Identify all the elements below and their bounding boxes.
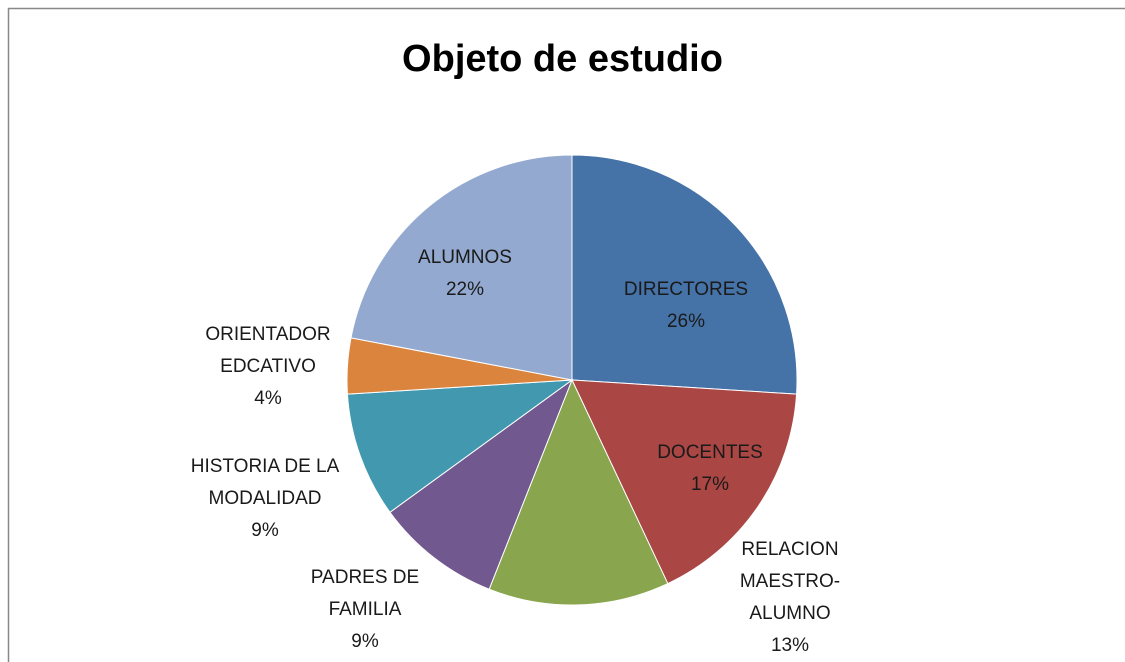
value-label: 13% [770, 635, 810, 656]
pie-slice [350, 154, 573, 381]
value-label: 9% [251, 520, 279, 541]
pie-slice [346, 379, 574, 513]
slice-label: DOCENTES 17% [630, 437, 790, 501]
category-label: ORIENTADOR EDCATIVO [205, 324, 331, 377]
pie-slice [488, 378, 669, 606]
value-label: 22% [445, 279, 485, 300]
slice-label: ALUMNOS 22% [385, 242, 545, 306]
pie-slice [389, 378, 574, 590]
category-label: PADRES DE FAMILIA [310, 567, 420, 620]
slice-label: PADRES DE FAMILIA 9% [290, 562, 440, 658]
value-label: 4% [254, 388, 282, 409]
value-label: 17% [690, 474, 730, 495]
category-label: RELACION MAESTRO-ALUMNO [739, 539, 841, 624]
slice-label: ORIENTADOR EDCATIVO 4% [183, 319, 353, 415]
value-label: 9% [351, 631, 379, 652]
value-label: 26% [666, 311, 706, 332]
pie-slice [571, 379, 798, 585]
slice-label: DIRECTORES 26% [596, 274, 776, 338]
category-label: ALUMNOS [418, 247, 512, 268]
category-label: HISTORIA DE LA MODALIDAD [190, 456, 340, 509]
category-label: DIRECTORES [623, 279, 749, 300]
pie-slice [571, 154, 798, 395]
slice-label: HISTORIA DE LA MODALIDAD 9% [170, 451, 360, 547]
chart-title: Objeto de estudio [402, 38, 723, 80]
category-label: DOCENTES [657, 442, 763, 463]
slice-label: RELACION MAESTRO-ALUMNO 13% [715, 534, 865, 662]
